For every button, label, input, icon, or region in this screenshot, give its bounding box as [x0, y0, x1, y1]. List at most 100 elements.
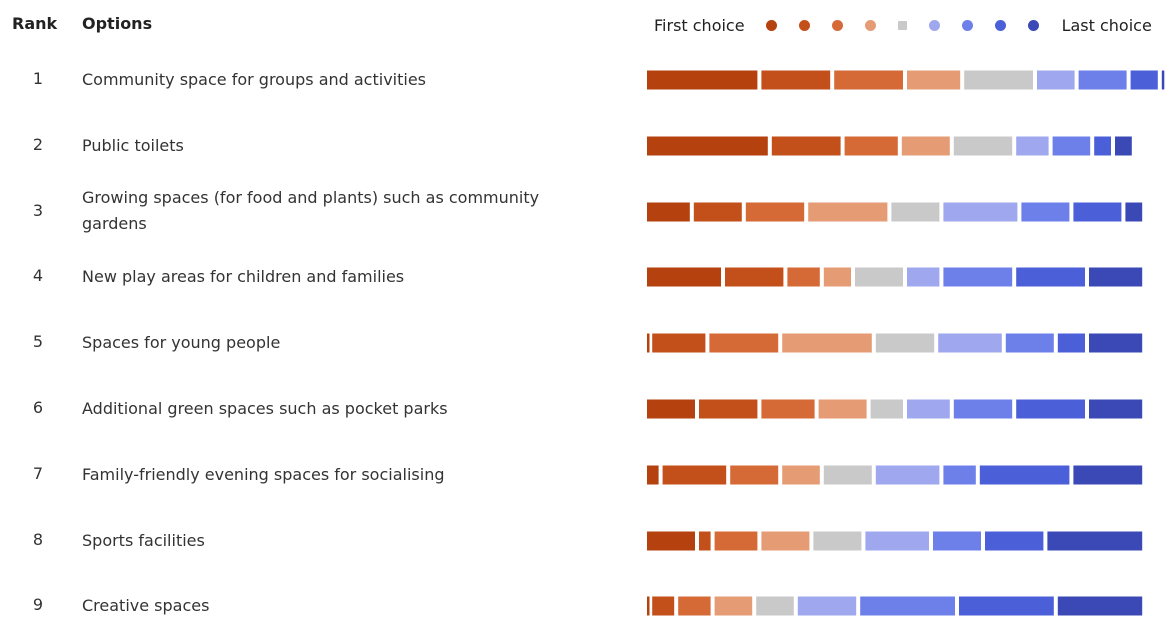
bar-segment — [823, 267, 851, 287]
option-label: Creative spaces — [82, 596, 210, 615]
bar-segment — [782, 333, 872, 353]
bar-segment — [964, 70, 1033, 90]
bar-segment — [943, 267, 1013, 287]
bar-segment — [1073, 465, 1143, 485]
legend: First choice Last choice — [654, 14, 1152, 36]
rank-number: 8 — [32, 530, 44, 549]
bar-segment — [1047, 531, 1143, 551]
bar-segment — [1037, 70, 1075, 90]
bar-segment — [813, 531, 862, 551]
bar-segment — [901, 136, 950, 156]
bar-segment — [730, 465, 779, 485]
bar-segment — [1005, 333, 1054, 353]
bar-segment — [647, 70, 758, 90]
bar-segment — [907, 399, 950, 419]
bar-segment — [1016, 267, 1085, 287]
bar-segment — [933, 531, 981, 551]
bar-segment — [1016, 136, 1049, 156]
option-label: Additional green spaces such as pocket p… — [82, 399, 448, 418]
bar-segment — [1094, 136, 1111, 156]
bar-segment — [860, 596, 955, 616]
legend-swatch-5 — [897, 20, 907, 30]
bar-segment — [699, 399, 758, 419]
bar-segment — [647, 136, 768, 156]
bar-segment — [907, 267, 940, 287]
bar-segment — [979, 465, 1070, 485]
legend-swatch-8 — [994, 19, 1006, 31]
bar-segment — [844, 136, 898, 156]
bar-segment — [870, 399, 903, 419]
bar-segment — [647, 399, 695, 419]
bar-segment — [1089, 399, 1143, 419]
bar-segment — [699, 531, 711, 551]
bar-segment — [725, 267, 784, 287]
bar-segment — [855, 267, 903, 287]
bar-segment — [782, 465, 820, 485]
legend-first-choice-label: First choice — [654, 15, 745, 35]
bar-segment — [678, 596, 711, 616]
bar-segment — [891, 202, 940, 222]
bar-segment — [714, 596, 753, 616]
bar-segment — [875, 333, 935, 353]
bar-segment — [647, 267, 721, 287]
option-label: Family-friendly evening spaces for socia… — [82, 465, 445, 484]
rank-number: 1 — [32, 69, 44, 88]
legend-swatch-3 — [831, 19, 843, 31]
rank-number: 4 — [32, 266, 44, 285]
legend-swatch-7 — [961, 19, 973, 31]
bar-segment — [985, 531, 1044, 551]
rank-number: 5 — [32, 332, 44, 351]
rank-number: 7 — [32, 464, 44, 483]
bar-segment — [647, 333, 650, 353]
bar-segment — [771, 136, 841, 156]
bar-segment — [1089, 267, 1143, 287]
bar-segment — [787, 267, 820, 287]
bar-segment — [818, 399, 867, 419]
bar-segment — [834, 70, 903, 90]
bar-segment — [1115, 136, 1132, 156]
bar-segment — [1130, 70, 1158, 90]
bar-segment — [647, 531, 695, 551]
rank-column-header: Rank — [12, 14, 58, 33]
legend-swatch-2 — [798, 19, 810, 31]
bar-segment — [943, 465, 976, 485]
bar-segment — [1052, 136, 1091, 156]
bar-segment — [745, 202, 805, 222]
bar-segment — [652, 333, 706, 353]
bar-segment — [1125, 202, 1143, 222]
option-label: Sports facilities — [82, 531, 205, 550]
rank-number: 2 — [32, 135, 44, 154]
legend-last-choice-label: Last choice — [1061, 15, 1152, 35]
bar-segment — [1021, 202, 1070, 222]
legend-swatch-9 — [1027, 19, 1039, 31]
bar-segment — [1057, 596, 1143, 616]
rank-number: 3 — [32, 201, 44, 220]
bar-segment — [865, 531, 929, 551]
legend-color-scale — [755, 19, 1050, 31]
option-label: Public toilets — [82, 136, 184, 155]
bar-segment — [1089, 333, 1143, 353]
bar-segment — [647, 596, 650, 616]
option-label: New play areas for children and families — [82, 267, 405, 286]
bar-segment — [756, 596, 794, 616]
bar-segment — [761, 70, 831, 90]
bar-segment — [761, 531, 810, 551]
legend-swatch-4 — [864, 19, 876, 31]
bar-segment — [1073, 202, 1122, 222]
bar-segment — [761, 399, 815, 419]
bar-segment — [808, 202, 888, 222]
bar-segment — [938, 333, 1002, 353]
bar-segment — [953, 136, 1013, 156]
bar-segment — [693, 202, 742, 222]
bar-segment — [943, 202, 1018, 222]
bar-segment — [714, 531, 758, 551]
bar-segment — [1016, 399, 1085, 419]
rank-number: 6 — [32, 398, 44, 417]
bar-segment — [662, 465, 727, 485]
legend-swatch-1 — [765, 19, 777, 31]
options-column-header: Options — [82, 14, 153, 33]
option-label: Growing spaces (for food and plants) suc… — [82, 188, 540, 233]
bar-segment — [652, 596, 675, 616]
rank-number: 9 — [32, 595, 44, 614]
